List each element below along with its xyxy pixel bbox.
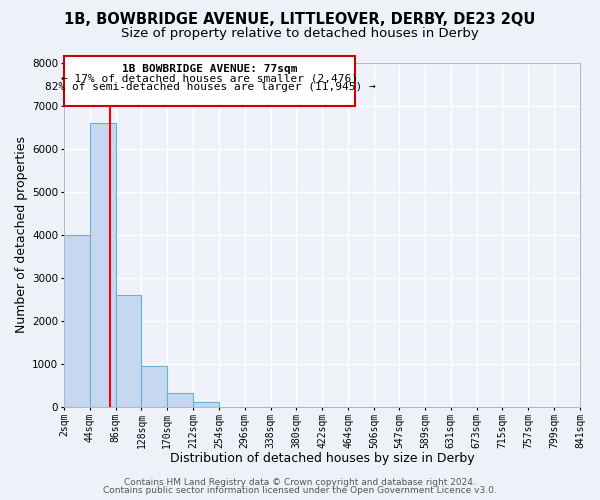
- Bar: [142, 366, 167, 407]
- Text: 82% of semi-detached houses are larger (11,945) →: 82% of semi-detached houses are larger (…: [44, 82, 375, 92]
- Text: Contains HM Land Registry data © Crown copyright and database right 2024.: Contains HM Land Registry data © Crown c…: [124, 478, 476, 487]
- FancyBboxPatch shape: [64, 56, 355, 106]
- Bar: [89, 123, 116, 407]
- Y-axis label: Number of detached properties: Number of detached properties: [15, 136, 28, 334]
- Bar: [193, 402, 219, 407]
- Text: Contains public sector information licensed under the Open Government Licence v3: Contains public sector information licen…: [103, 486, 497, 495]
- Bar: [64, 235, 89, 407]
- X-axis label: Distribution of detached houses by size in Derby: Distribution of detached houses by size …: [170, 452, 474, 465]
- Bar: [116, 295, 142, 407]
- Text: Size of property relative to detached houses in Derby: Size of property relative to detached ho…: [121, 28, 479, 40]
- Bar: [167, 394, 193, 407]
- Text: 1B, BOWBRIDGE AVENUE, LITTLEOVER, DERBY, DE23 2QU: 1B, BOWBRIDGE AVENUE, LITTLEOVER, DERBY,…: [64, 12, 536, 28]
- Text: 1B BOWBRIDGE AVENUE: 77sqm: 1B BOWBRIDGE AVENUE: 77sqm: [122, 64, 298, 74]
- Text: ← 17% of detached houses are smaller (2,476): ← 17% of detached houses are smaller (2,…: [61, 73, 358, 83]
